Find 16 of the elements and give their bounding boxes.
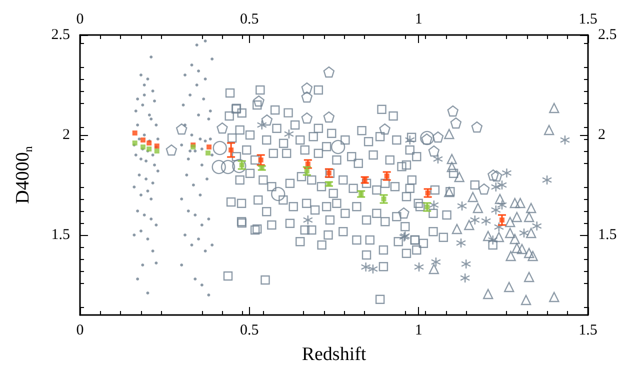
x-axis-title: Redshift xyxy=(302,344,367,365)
y-tick-label: 2.5 xyxy=(51,27,70,43)
x-tick-label: 0.5 xyxy=(240,322,259,338)
x2-tick-label: 1 xyxy=(414,12,422,28)
x2-tick-label: 0 xyxy=(76,12,84,28)
x2-tick-label: 0.5 xyxy=(240,12,259,28)
y2-tick-label: 1.5 xyxy=(598,227,617,243)
y-tick-label: 2 xyxy=(62,127,70,143)
y-axis-title: D4000n xyxy=(12,146,35,204)
x-tick-label: 0 xyxy=(76,322,84,338)
x2-tick-label: 1.5 xyxy=(578,12,598,28)
x-tick-label: 1.5 xyxy=(578,322,598,338)
x-tick-label: 1 xyxy=(414,322,422,338)
y2-tick-label: 2.5 xyxy=(598,27,617,43)
y-tick-label: 1.5 xyxy=(51,227,70,243)
y2-tick-label: 2 xyxy=(598,127,606,143)
